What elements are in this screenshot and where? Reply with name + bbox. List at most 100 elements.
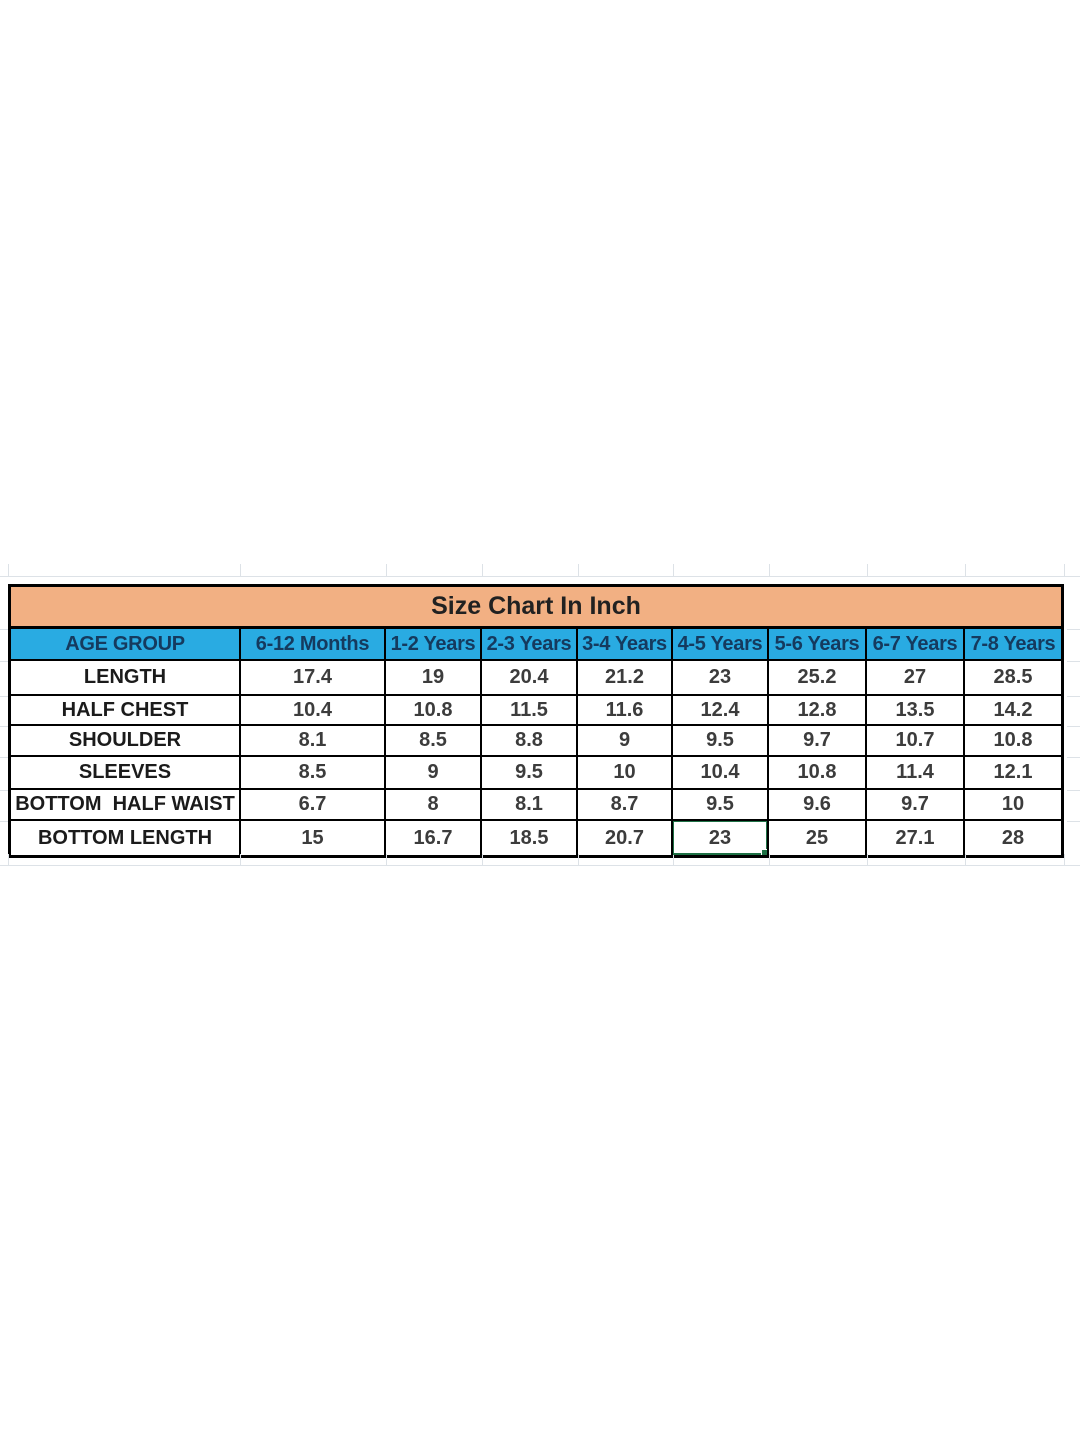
gridline bbox=[1067, 726, 1080, 727]
size-value-cell[interactable]: 10.8 bbox=[386, 696, 482, 726]
column-header[interactable]: 2-3 Years bbox=[482, 629, 578, 661]
gridline bbox=[0, 696, 8, 697]
row-label[interactable]: SHOULDER bbox=[11, 726, 241, 757]
gridline bbox=[482, 564, 483, 576]
gridline bbox=[1067, 757, 1080, 758]
size-value-cell[interactable]: 8.8 bbox=[482, 726, 578, 757]
gridline bbox=[965, 854, 966, 865]
size-value-cell[interactable]: 10.8 bbox=[769, 757, 867, 790]
column-header-age-group[interactable]: AGE GROUP bbox=[11, 629, 241, 661]
gridline bbox=[867, 854, 868, 865]
size-value-cell[interactable]: 15 bbox=[241, 821, 386, 855]
size-value-cell[interactable]: 12.4 bbox=[673, 696, 769, 726]
column-header[interactable]: 6-12 Months bbox=[241, 629, 386, 661]
column-header[interactable]: 6-7 Years bbox=[867, 629, 965, 661]
selected-cell[interactable]: 23 bbox=[673, 821, 769, 855]
row-label[interactable]: LENGTH bbox=[11, 661, 241, 696]
gridline bbox=[240, 564, 241, 576]
gridline bbox=[673, 854, 674, 865]
size-value-cell[interactable]: 9.5 bbox=[673, 790, 769, 821]
gridline bbox=[0, 576, 1080, 577]
fill-handle[interactable] bbox=[761, 849, 767, 855]
row-label[interactable]: BOTTOM LENGTH bbox=[11, 821, 241, 855]
size-value-cell[interactable]: 17.4 bbox=[241, 661, 386, 696]
size-value-cell[interactable]: 11.4 bbox=[867, 757, 965, 790]
size-value-cell[interactable]: 11.5 bbox=[482, 696, 578, 726]
size-value-cell[interactable]: 10 bbox=[578, 757, 673, 790]
size-value-cell[interactable]: 9.6 bbox=[769, 790, 867, 821]
size-value-cell[interactable]: 23 bbox=[673, 661, 769, 696]
table-title: Size Chart In Inch bbox=[431, 592, 641, 620]
gridline bbox=[1067, 696, 1080, 697]
size-value-cell[interactable]: 9 bbox=[386, 757, 482, 790]
size-value-cell[interactable]: 12.1 bbox=[965, 757, 1061, 790]
gridline bbox=[240, 854, 241, 865]
column-header[interactable]: 5-6 Years bbox=[769, 629, 867, 661]
size-value-cell[interactable]: 28 bbox=[1001, 826, 1025, 849]
size-value-cell[interactable]: 9.7 bbox=[867, 790, 965, 821]
size-value-cell[interactable]: 9.5 bbox=[673, 726, 769, 757]
gridline bbox=[386, 564, 387, 576]
size-value-cell[interactable]: 8.5 bbox=[241, 757, 386, 790]
size-value-cell[interactable]: 21.2 bbox=[578, 661, 673, 696]
size-value-cell[interactable]: 11.6 bbox=[578, 696, 673, 726]
gridline bbox=[8, 564, 9, 576]
gridline bbox=[482, 854, 483, 865]
size-value-cell[interactable]: 10.8 bbox=[965, 726, 1061, 757]
gridline bbox=[0, 661, 8, 662]
gridline bbox=[0, 726, 8, 727]
size-value-cell[interactable]: 10.7 bbox=[867, 726, 965, 757]
size-value-cell[interactable]: 14.2 bbox=[965, 696, 1061, 726]
gridline bbox=[1064, 854, 1065, 865]
gridline bbox=[1067, 661, 1080, 662]
gridline bbox=[1067, 629, 1080, 630]
gridline bbox=[867, 564, 868, 576]
gridline bbox=[0, 821, 8, 822]
table-title-cell[interactable]: Size Chart In Inch bbox=[11, 587, 1061, 629]
size-value-cell[interactable]: 27 bbox=[867, 661, 965, 696]
size-value-cell[interactable]: 8.7 bbox=[578, 790, 673, 821]
size-value-cell[interactable]: 19 bbox=[386, 661, 482, 696]
row-label[interactable]: SLEEVES bbox=[11, 757, 241, 790]
size-value-cell[interactable]: 10.4 bbox=[241, 696, 386, 726]
gridline bbox=[0, 629, 8, 630]
size-value-cell[interactable]: 13.5 bbox=[867, 696, 965, 726]
row-label[interactable]: HALF CHEST bbox=[11, 696, 241, 726]
column-header[interactable]: 4-5 Years bbox=[673, 629, 769, 661]
size-value-cell[interactable]: 18.5 bbox=[482, 821, 578, 855]
size-value-cell[interactable]: 8.1 bbox=[482, 790, 578, 821]
size-value-cell[interactable]: 8.1 bbox=[241, 726, 386, 757]
gridline bbox=[0, 865, 1080, 866]
size-value-cell[interactable]: 12.8 bbox=[769, 696, 867, 726]
gridline bbox=[673, 564, 674, 576]
size-value-cell[interactable]: 8 bbox=[386, 790, 482, 821]
gridline bbox=[0, 790, 8, 791]
gridline bbox=[8, 854, 9, 865]
size-value-cell[interactable]: 25 bbox=[769, 821, 867, 855]
size-value-cell[interactable]: 9.5 bbox=[482, 757, 578, 790]
gridline bbox=[1067, 821, 1080, 822]
size-value-cell[interactable]: 20.4 bbox=[482, 661, 578, 696]
row-label[interactable]: BOTTOM HALF WAIST bbox=[11, 790, 241, 821]
gridline bbox=[769, 854, 770, 865]
column-header[interactable]: 1-2 Years bbox=[386, 629, 482, 661]
gridline bbox=[1064, 564, 1065, 576]
size-value-cell[interactable]: 9 bbox=[578, 726, 673, 757]
size-value-cell[interactable]: 9.7 bbox=[769, 726, 867, 757]
size-value-cell[interactable]: 27.1 bbox=[867, 821, 965, 855]
gridline bbox=[965, 564, 966, 576]
size-value-cell[interactable]: 6.7 bbox=[241, 790, 386, 821]
size-value-cell[interactable]: 16.7 bbox=[386, 821, 482, 855]
size-value-cell[interactable]: 10 bbox=[965, 790, 1061, 821]
gridline bbox=[578, 854, 579, 865]
gridline bbox=[1067, 790, 1080, 791]
size-value-cell[interactable]: 20.7 bbox=[578, 821, 673, 855]
column-header[interactable]: 7-8 Years bbox=[965, 629, 1061, 661]
column-header[interactable]: 3-4 Years bbox=[578, 629, 673, 661]
gridline bbox=[386, 854, 387, 865]
gridline bbox=[769, 564, 770, 576]
size-value-cell[interactable]: 28.5 bbox=[965, 661, 1061, 696]
size-value-cell[interactable]: 25.2 bbox=[769, 661, 867, 696]
size-value-cell[interactable]: 8.5 bbox=[386, 726, 482, 757]
size-value-cell[interactable]: 10.4 bbox=[673, 757, 769, 790]
